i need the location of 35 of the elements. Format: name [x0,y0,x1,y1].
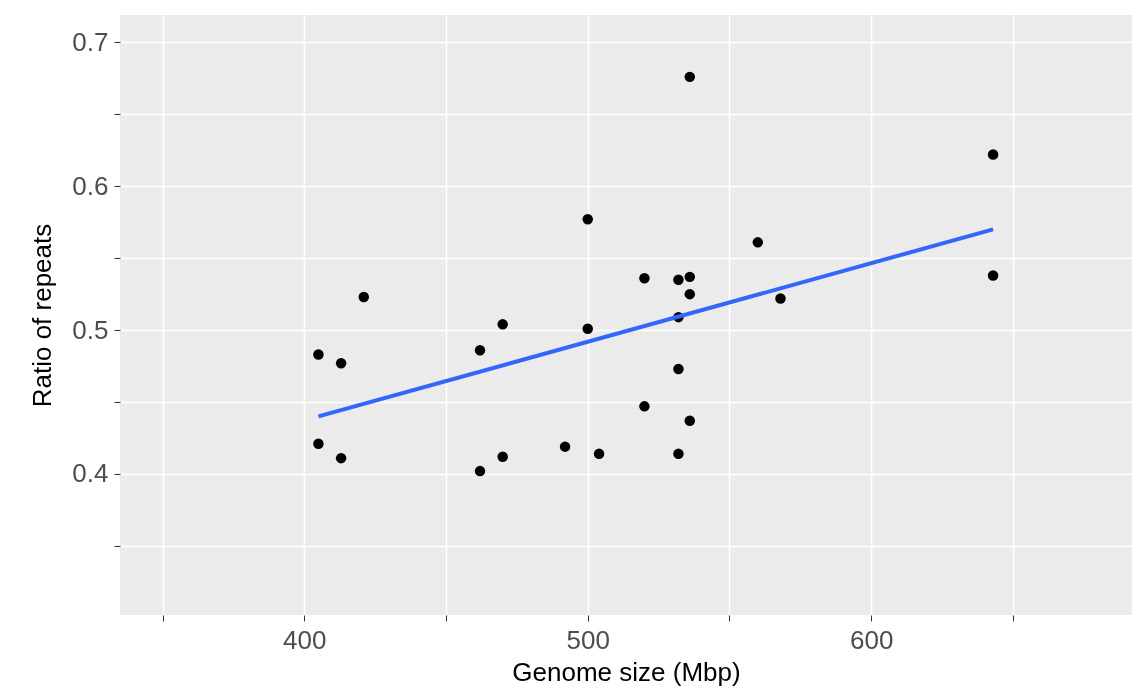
y-tick-label: 0.4 [72,458,109,489]
point [474,465,486,477]
point [497,319,508,330]
point [684,415,696,426]
point [559,441,571,452]
point [987,270,999,281]
point [673,274,684,285]
y-tick-label: 0.5 [72,314,109,345]
point [582,214,593,225]
point [593,448,605,460]
point [335,452,347,464]
point [639,273,650,284]
point [639,401,650,412]
point [358,291,370,303]
point [684,271,696,283]
point [497,451,508,462]
point [474,345,486,356]
point [582,323,593,334]
point [673,448,684,460]
y-tick-label: 0.6 [72,170,109,201]
point [313,438,324,450]
x-tick-label: 500 [566,624,610,655]
point [684,71,696,83]
point [313,349,324,360]
point [752,237,764,248]
point [775,293,786,304]
x-tick-label: 600 [850,624,894,655]
point [673,363,684,375]
y-tick-label: 0.7 [72,26,109,57]
point [684,288,696,300]
x-tick-label: 400 [283,624,327,655]
x-axis-title: Genome size (Mbp) [512,656,741,687]
point [987,149,999,160]
point [335,357,347,369]
y-axis-title: Ratio of repeats [27,223,58,408]
